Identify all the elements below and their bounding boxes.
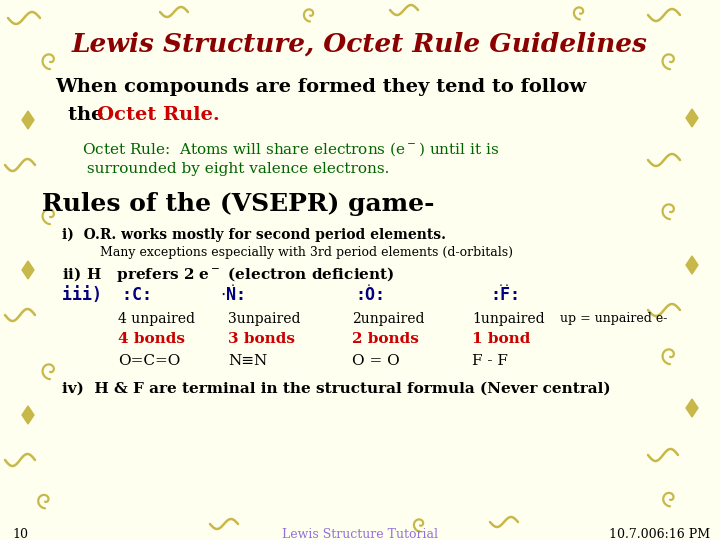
Text: Lewis Structure, Octet Rule Guidelines: Lewis Structure, Octet Rule Guidelines (72, 32, 648, 57)
Text: Many exceptions especially with 3rd period elements (d-orbitals): Many exceptions especially with 3rd peri… (100, 246, 513, 259)
Text: O = O: O = O (352, 354, 400, 368)
Text: 10.7.006:16 PM: 10.7.006:16 PM (609, 528, 710, 540)
Text: 4 bonds: 4 bonds (118, 332, 185, 346)
Text: :O:: :O: (355, 286, 385, 304)
Text: Rules of the (VSEPR) game-: Rules of the (VSEPR) game- (42, 192, 434, 216)
Polygon shape (686, 109, 698, 127)
Text: $\cdot$: $\cdot$ (230, 278, 235, 291)
Text: $\cdot\cdot$: $\cdot\cdot$ (498, 278, 509, 291)
Text: 4 unpaired: 4 unpaired (118, 312, 195, 326)
Text: 2 bonds: 2 bonds (352, 332, 419, 346)
Text: 3 bonds: 3 bonds (228, 332, 295, 346)
Text: 2unpaired: 2unpaired (352, 312, 425, 326)
Text: i)  O.R. works mostly for second period elements.: i) O.R. works mostly for second period e… (62, 228, 446, 242)
Polygon shape (22, 111, 34, 129)
Text: N≡N: N≡N (228, 354, 267, 368)
Text: O=C=O: O=C=O (118, 354, 181, 368)
Text: 3unpaired: 3unpaired (228, 312, 300, 326)
Text: ii) H   prefers 2 e$^-$ (electron deficient): ii) H prefers 2 e$^-$ (electron deficien… (62, 265, 395, 284)
Polygon shape (22, 406, 34, 424)
Text: 10: 10 (12, 528, 28, 540)
Text: iv)  H & F are terminal in the structural formula (Never central): iv) H & F are terminal in the structural… (62, 382, 611, 396)
Polygon shape (686, 256, 698, 274)
Text: F - F: F - F (472, 354, 508, 368)
Text: 1unpaired: 1unpaired (472, 312, 544, 326)
Text: up = unpaired e-: up = unpaired e- (560, 312, 667, 325)
Text: Octet Rule:  Atoms will share electrons (e$^-$) until it is: Octet Rule: Atoms will share electrons (… (82, 140, 499, 158)
Text: surrounded by eight valence electrons.: surrounded by eight valence electrons. (82, 162, 390, 176)
Text: iii)  :C:: iii) :C: (62, 286, 152, 304)
Text: the: the (68, 106, 110, 124)
Text: Lewis Structure Tutorial: Lewis Structure Tutorial (282, 528, 438, 540)
Text: When compounds are formed they tend to follow: When compounds are formed they tend to f… (55, 78, 586, 96)
Text: $\cdot$N:: $\cdot$N: (220, 286, 243, 304)
Text: $\cdot$: $\cdot$ (366, 278, 371, 291)
Polygon shape (22, 261, 34, 279)
Text: :F:: :F: (490, 286, 520, 304)
Text: Octet Rule.: Octet Rule. (97, 106, 220, 124)
Polygon shape (686, 399, 698, 417)
Text: 1 bond: 1 bond (472, 332, 531, 346)
